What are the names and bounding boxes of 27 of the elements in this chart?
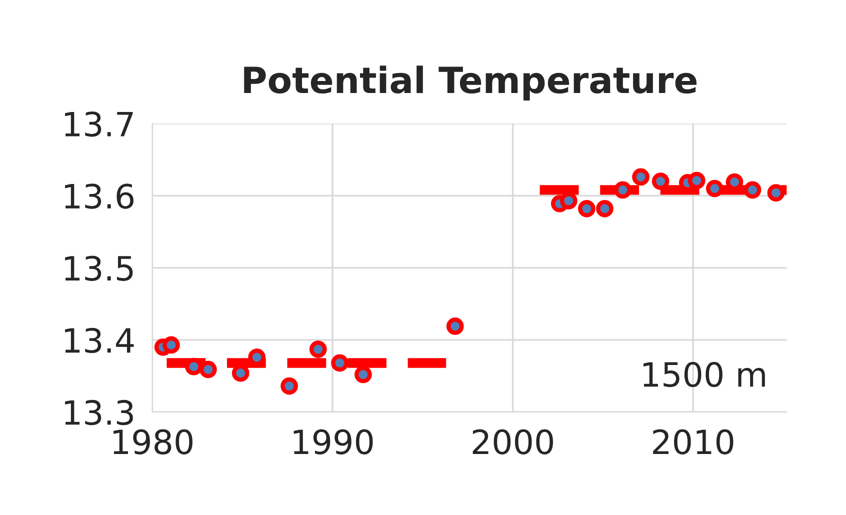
point xyxy=(354,366,372,384)
y-tick-label: 13.6 xyxy=(65,184,134,209)
y-tick-label: 13.7 xyxy=(65,112,133,137)
point xyxy=(652,172,670,190)
point xyxy=(578,200,596,218)
y-tick-label: 13.4 xyxy=(65,328,134,354)
point xyxy=(280,377,298,395)
point xyxy=(596,200,614,218)
point xyxy=(744,181,762,199)
chart-title: Potential Temperature xyxy=(244,66,697,101)
y-tick-label: 13.5 xyxy=(65,256,133,281)
point xyxy=(331,354,348,372)
point xyxy=(767,184,785,202)
point xyxy=(309,340,327,358)
point xyxy=(706,180,724,198)
annotation: 1500 m xyxy=(644,362,765,388)
point xyxy=(632,168,650,186)
y-tick-label: 13.3 xyxy=(65,400,133,426)
point xyxy=(446,318,464,335)
x-tick-label: 2000 xyxy=(472,429,553,454)
point xyxy=(688,172,706,190)
x-tick-label: 2010 xyxy=(653,429,734,454)
point xyxy=(199,360,217,378)
x-tick-label: 1980 xyxy=(114,429,192,454)
point xyxy=(162,336,180,354)
point xyxy=(614,181,632,199)
x-tick-label: 1990 xyxy=(294,429,373,454)
